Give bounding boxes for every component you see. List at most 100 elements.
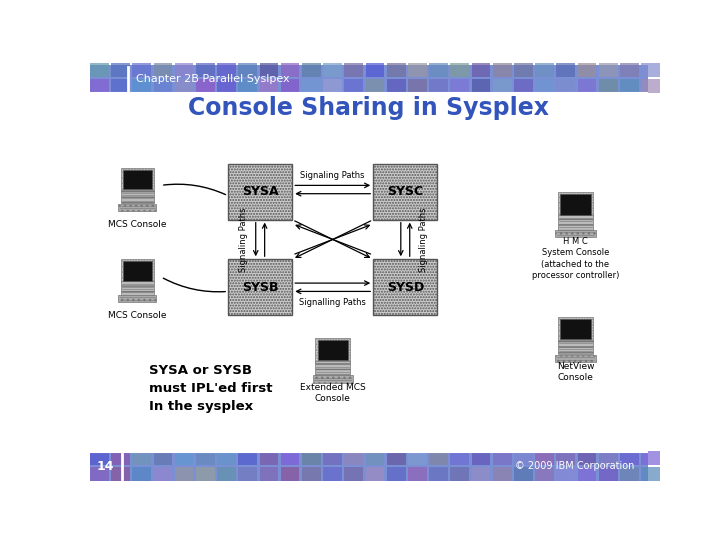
Bar xyxy=(90,63,109,77)
Text: Signaling Paths: Signaling Paths xyxy=(239,207,248,272)
Bar xyxy=(312,375,353,383)
Bar xyxy=(228,164,292,220)
Bar xyxy=(366,79,384,93)
Bar xyxy=(557,63,575,77)
Text: MCS Console: MCS Console xyxy=(108,312,167,320)
Bar xyxy=(260,467,279,481)
Bar xyxy=(344,63,363,77)
Bar xyxy=(535,451,554,465)
Bar xyxy=(472,467,490,481)
Bar xyxy=(577,63,596,77)
Bar xyxy=(228,259,292,315)
Bar xyxy=(451,63,469,77)
Bar xyxy=(408,63,427,77)
Bar xyxy=(493,467,511,481)
Bar xyxy=(119,204,156,211)
Bar xyxy=(577,79,596,93)
Bar xyxy=(344,451,363,465)
Text: Console Sharing in Sysplex: Console Sharing in Sysplex xyxy=(189,97,549,120)
Text: Signalling Paths: Signalling Paths xyxy=(300,298,366,307)
Bar xyxy=(557,79,575,93)
Text: NetView
Console: NetView Console xyxy=(557,362,594,382)
Bar xyxy=(344,79,363,93)
Bar xyxy=(577,467,596,481)
Bar xyxy=(90,451,109,465)
Bar xyxy=(535,79,554,93)
Bar xyxy=(132,467,151,481)
Text: 14: 14 xyxy=(97,460,114,473)
Bar xyxy=(281,467,300,481)
Text: Signaling Paths: Signaling Paths xyxy=(300,171,365,180)
Bar xyxy=(302,451,320,465)
Bar xyxy=(153,451,172,465)
Bar xyxy=(123,170,152,189)
Bar xyxy=(153,467,172,481)
Bar xyxy=(175,467,194,481)
Bar xyxy=(472,451,490,465)
Bar xyxy=(121,190,154,204)
Bar xyxy=(620,79,639,93)
Bar xyxy=(451,451,469,465)
Bar xyxy=(429,63,448,77)
Bar xyxy=(111,79,130,93)
Bar xyxy=(217,79,236,93)
Bar xyxy=(599,63,618,77)
Bar xyxy=(121,281,154,295)
Bar xyxy=(429,79,448,93)
Bar xyxy=(560,194,590,214)
Bar xyxy=(323,451,342,465)
Bar xyxy=(535,467,554,481)
Bar xyxy=(302,467,320,481)
Bar xyxy=(408,79,427,93)
Bar xyxy=(387,467,405,481)
Bar xyxy=(238,63,257,77)
Bar xyxy=(302,63,320,77)
Bar xyxy=(196,63,215,77)
Bar xyxy=(514,451,533,465)
Text: H M C
System Console
(attached to the
processor controller): H M C System Console (attached to the pr… xyxy=(532,238,619,280)
Bar xyxy=(121,259,154,282)
Bar xyxy=(90,65,648,93)
Bar xyxy=(557,451,575,465)
Bar xyxy=(90,79,109,93)
Bar xyxy=(555,355,595,362)
Text: SYSC: SYSC xyxy=(387,185,423,198)
Bar xyxy=(514,467,533,481)
Bar xyxy=(493,79,511,93)
Bar xyxy=(373,164,437,220)
Bar xyxy=(175,451,194,465)
Bar xyxy=(514,79,533,93)
Bar xyxy=(238,467,257,481)
Bar xyxy=(121,168,154,191)
Bar xyxy=(558,215,593,230)
Text: SYSA: SYSA xyxy=(242,185,279,198)
Bar xyxy=(560,319,590,339)
Bar xyxy=(373,259,437,315)
Text: SYSA or SYSB
must IPL'ed first
In the sysplex: SYSA or SYSB must IPL'ed first In the sy… xyxy=(148,364,272,413)
Bar xyxy=(558,317,593,341)
Bar xyxy=(558,192,593,217)
Bar xyxy=(318,340,348,360)
Bar xyxy=(196,467,215,481)
Bar xyxy=(111,63,130,77)
Bar xyxy=(387,79,405,93)
Bar xyxy=(493,63,511,77)
Bar xyxy=(387,63,405,77)
Bar xyxy=(153,79,172,93)
Bar xyxy=(599,467,618,481)
Bar xyxy=(217,451,236,465)
Bar xyxy=(111,451,130,465)
Bar xyxy=(387,451,405,465)
Bar xyxy=(642,79,660,93)
Text: Chapter 2B Parallel Syslpex: Chapter 2B Parallel Syslpex xyxy=(136,74,289,84)
Bar xyxy=(558,340,593,354)
Bar xyxy=(132,63,151,77)
Bar xyxy=(599,79,618,93)
Bar xyxy=(555,230,595,238)
Bar xyxy=(535,63,554,77)
Bar xyxy=(599,451,618,465)
Text: © 2009 IBM Corporation: © 2009 IBM Corporation xyxy=(515,462,634,471)
Bar xyxy=(281,451,300,465)
Bar xyxy=(323,79,342,93)
Text: MCS Console: MCS Console xyxy=(108,220,167,229)
